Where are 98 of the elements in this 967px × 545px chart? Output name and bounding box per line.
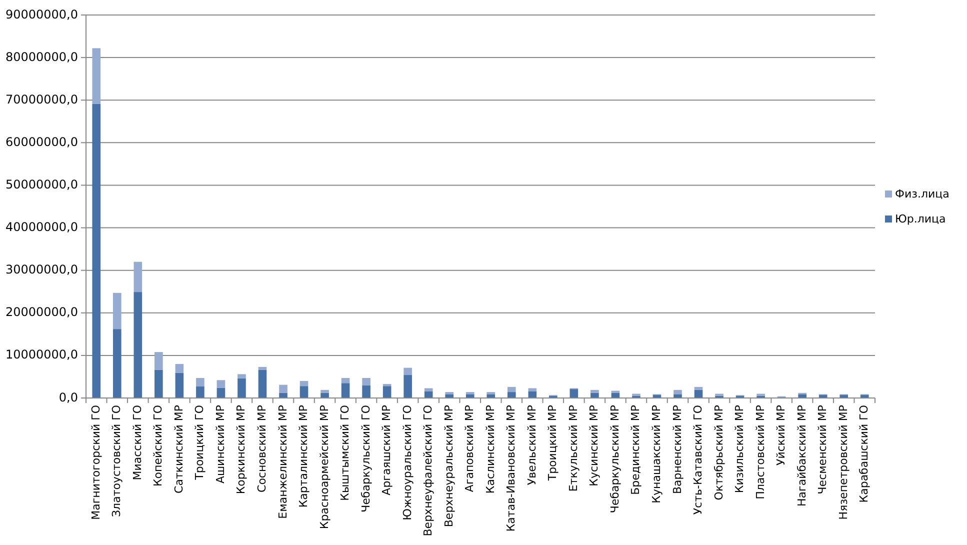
bar [507, 386, 516, 392]
bar [300, 386, 308, 398]
x-tick-label: Аргаяшский МР [380, 404, 394, 496]
bar [258, 366, 267, 370]
y-tick-label: 60000000,0 [5, 134, 78, 149]
bar [674, 390, 682, 394]
bar [112, 292, 122, 330]
x-tick-label: Ашинский МР [214, 404, 227, 484]
bar [424, 388, 433, 392]
bar [320, 392, 329, 398]
bar [175, 364, 184, 373]
bar [238, 374, 246, 378]
x-tick-label: Красноармейский МР [318, 404, 331, 530]
bar [362, 385, 370, 398]
bar [528, 391, 537, 398]
y-tick-label: 10000000,0 [5, 348, 78, 362]
bar [154, 352, 163, 370]
x-tick-label: Южноуральский ГО [400, 404, 414, 520]
x-tick-label: Копейский ГО [152, 404, 165, 487]
bar [694, 386, 703, 390]
bar [570, 389, 578, 398]
bar [279, 384, 288, 393]
y-tick-label: 80000000,0 [5, 50, 78, 64]
bar [528, 388, 537, 392]
bar [258, 370, 267, 398]
x-tick-label: Магнитогорский ГО [89, 404, 102, 520]
legend-label: Юр.лица [895, 212, 946, 226]
bar [445, 394, 454, 398]
x-tick-label: Саткинский МР [172, 404, 186, 494]
bar [216, 388, 226, 398]
bar [382, 386, 392, 398]
x-tick-label: Кыштымский ГО [338, 404, 352, 501]
x-tick-label: Чебаркульский МР [608, 404, 622, 514]
x-tick-label: Уйский МР [774, 404, 788, 466]
bar [590, 392, 599, 398]
y-tick-label: 30000000,0 [5, 262, 78, 277]
x-tick-label: Карталинский МР [297, 404, 310, 508]
x-tick-label: Нагайбакский МР [795, 404, 808, 506]
y-tick-label: 50000000,0 [5, 178, 78, 192]
x-tick-label: Троицкий ГО [193, 404, 206, 481]
legend-label: Физ.лица [895, 188, 950, 201]
bar [238, 378, 246, 398]
y-tick-label: 70000000,0 [5, 92, 78, 106]
bar [92, 48, 101, 104]
x-tick-label: Миасский ГО [130, 404, 144, 480]
x-tick-label: Катав-Ивановский МР [504, 404, 518, 532]
x-tick-label: Кусинский МР [588, 404, 601, 486]
bar [341, 383, 350, 398]
x-tick-label: Чебаркульский ГО [359, 404, 372, 512]
x-tick-label: Златоустовский ГО [110, 404, 124, 517]
y-tick-label: 20000000,0 [5, 305, 78, 320]
x-tick-label: Сосновский МР [255, 404, 268, 492]
x-tick-label: Карабашский ГО [858, 404, 871, 503]
x-tick-label: Верхнеуральский МР [442, 404, 456, 528]
bar [674, 394, 682, 398]
bar [404, 375, 412, 398]
bar [590, 390, 599, 393]
x-tick-label: Нязепетровский МР [836, 404, 850, 520]
x-tick-label: Еманжелинский МР [276, 404, 290, 519]
x-tick-label: Чесменский МР [816, 404, 830, 494]
bar [382, 384, 392, 386]
bar [154, 370, 163, 398]
bar [341, 378, 350, 384]
bar [486, 394, 496, 398]
bar [92, 104, 101, 398]
x-tick-label: Кунашакский МР [650, 404, 663, 504]
x-tick-label: Кизильский МР [733, 404, 746, 494]
x-tick-label: Верхнеуфалейский ГО [422, 404, 435, 536]
bar [196, 378, 204, 387]
bar [466, 394, 474, 398]
x-tick-label: Каслинский МР [484, 404, 497, 494]
x-tick-label: Усть-Катавский ГО [692, 404, 705, 515]
x-tick-label: Троицкий МР [546, 404, 560, 482]
bar [300, 380, 308, 386]
x-tick-label: Брединский МР [629, 404, 642, 495]
bar [362, 378, 370, 386]
bar [216, 380, 226, 388]
x-tick-label: Варненский МР [670, 404, 684, 494]
x-tick-label: Коркинский МР [234, 404, 248, 494]
bar [279, 392, 288, 398]
y-tick-label: 0,0 [58, 390, 78, 404]
x-tick-label: Пластовский МР [754, 404, 767, 500]
x-tick-label: Увельский МР [525, 404, 538, 486]
bar [320, 390, 329, 393]
bar [175, 372, 184, 398]
bar [196, 386, 204, 398]
bar [134, 292, 142, 398]
bar [112, 329, 122, 398]
x-tick-label: Октябрьский МР [712, 404, 726, 500]
y-tick-label: 40000000,0 [5, 220, 78, 234]
bar [798, 394, 806, 398]
bar [134, 262, 142, 292]
x-tick-label: Еткульский МР [566, 404, 580, 492]
bar [424, 391, 433, 398]
bar [507, 392, 516, 398]
x-tick-label: Агаповский МР [463, 404, 476, 492]
y-tick-label: 90000000,0 [5, 7, 78, 22]
bar [404, 368, 412, 376]
